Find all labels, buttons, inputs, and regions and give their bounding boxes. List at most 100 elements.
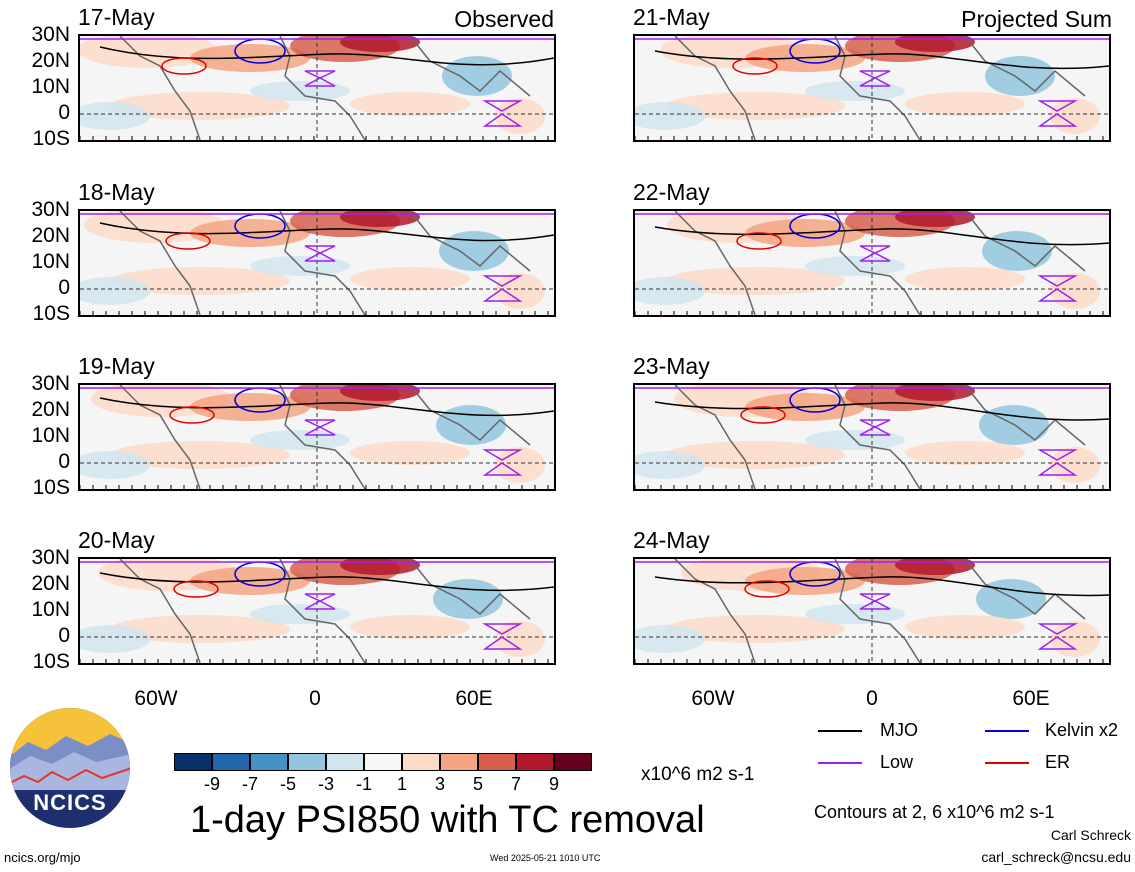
map-panel-4 <box>78 557 556 665</box>
lat-label: 10S <box>32 476 70 499</box>
anomaly-blob <box>895 211 975 227</box>
lon-label-0-right: 0 <box>866 687 878 710</box>
colorbar-label: -5 <box>279 774 296 794</box>
low-contour <box>304 419 336 436</box>
mjo-contour <box>654 576 1109 597</box>
mjo-contour <box>654 50 1109 70</box>
map-panel-5 <box>633 34 1111 142</box>
low-contour <box>1037 100 1078 127</box>
anomaly-blob <box>665 267 845 295</box>
coastline-americas <box>674 36 756 140</box>
lat-label: 0 <box>58 101 70 124</box>
colorbar-label: 3 <box>434 774 445 794</box>
colorbar-swatch <box>288 753 326 771</box>
map-svg <box>80 36 554 140</box>
lat-label: 10N <box>31 424 70 447</box>
low-contour <box>859 70 891 87</box>
anomaly-blob <box>495 621 545 657</box>
anomaly-blob <box>905 267 1025 291</box>
coastline-americas <box>119 36 201 140</box>
anomaly-blob <box>340 385 420 401</box>
legend-line-low <box>818 762 862 764</box>
anomaly-blob <box>495 98 545 134</box>
anomaly-blob <box>110 267 290 295</box>
coastline-asia <box>964 559 1086 620</box>
low-contour <box>859 245 891 262</box>
colorbar-swatch <box>478 753 516 771</box>
colorbar-swatch <box>250 753 288 771</box>
low-contour <box>482 623 523 650</box>
colorbar-label: 5 <box>472 774 483 794</box>
panel-date-1: 17-May <box>78 4 155 30</box>
coastline-asia <box>964 385 1086 446</box>
legend-label-mjo: MJO <box>880 720 918 740</box>
author-email: carl_schreck@ncsu.edu <box>981 849 1131 865</box>
er-contour <box>740 406 786 424</box>
colorbar-swatch <box>326 753 364 771</box>
colorbar-label: -9 <box>203 774 220 794</box>
low-contour <box>859 593 891 610</box>
anomaly-blob <box>985 56 1055 96</box>
colorbar-label: 7 <box>510 774 521 794</box>
mjo-contour <box>99 222 554 242</box>
colorbar-swatch <box>364 753 402 771</box>
lat-label: 30N <box>31 23 70 46</box>
mjo-contour <box>99 572 554 592</box>
map-panel-3 <box>78 383 556 491</box>
lat-label: 0 <box>58 276 70 299</box>
low-contour <box>304 245 336 262</box>
anomaly-blob <box>110 92 290 120</box>
lat-label: 30N <box>31 546 70 569</box>
lat-label: 30N <box>31 198 70 221</box>
anomaly-blob <box>1050 273 1100 309</box>
colorbar-swatch <box>440 753 478 771</box>
anomaly-blob <box>340 559 420 575</box>
coastline-asia <box>409 36 531 97</box>
anomaly-blob <box>80 277 150 305</box>
anomaly-blob <box>635 277 705 305</box>
anomaly-blob <box>350 92 470 116</box>
er-contour <box>169 406 215 424</box>
anomaly-blob <box>895 559 975 575</box>
lon-label-0-left: 0 <box>309 687 321 710</box>
lon-label-60w-left: 60W <box>134 687 178 710</box>
anomaly-blob <box>340 211 420 227</box>
anomaly-blob <box>340 36 420 52</box>
map-svg <box>635 36 1109 140</box>
low-contour <box>482 275 523 302</box>
anomaly-blob <box>905 441 1025 465</box>
er-contour <box>165 232 211 250</box>
anomaly-blob <box>110 615 290 643</box>
panel-date-4: 20-May <box>78 527 155 553</box>
map-panel-2 <box>78 209 556 317</box>
lat-label: 20N <box>31 224 70 247</box>
low-contour <box>482 100 523 127</box>
er-contour <box>173 580 219 598</box>
anomaly-blob <box>442 56 512 96</box>
er-contour <box>161 57 207 75</box>
coastline-asia <box>964 211 1086 272</box>
lat-label: 10N <box>31 250 70 273</box>
author-name: Carl Schreck <box>1050 827 1131 843</box>
chart-title: 1-day PSI850 with TC removal <box>190 799 705 841</box>
anomaly-blob <box>350 441 470 465</box>
panel-date-5: 21-May <box>633 4 710 30</box>
anomaly-blob <box>905 615 1025 639</box>
coastline-asia <box>964 36 1086 97</box>
panel-date-3: 19-May <box>78 353 155 379</box>
map-svg <box>80 211 554 315</box>
logo-text: NCICS <box>33 790 107 815</box>
anomaly-blob <box>495 447 545 483</box>
coastline-americas <box>674 211 756 315</box>
anomaly-blob <box>433 579 503 619</box>
coastline-americas <box>119 211 201 315</box>
anomaly-blob <box>80 36 217 68</box>
map-svg <box>635 385 1109 489</box>
map-svg <box>80 385 554 489</box>
coastline-americas <box>119 385 201 489</box>
anomaly-blob <box>635 102 705 130</box>
coastline-asia <box>409 559 531 620</box>
anomaly-blob <box>110 441 290 469</box>
colorbar-label: 9 <box>548 774 559 794</box>
colorbar-label: -7 <box>241 774 258 794</box>
